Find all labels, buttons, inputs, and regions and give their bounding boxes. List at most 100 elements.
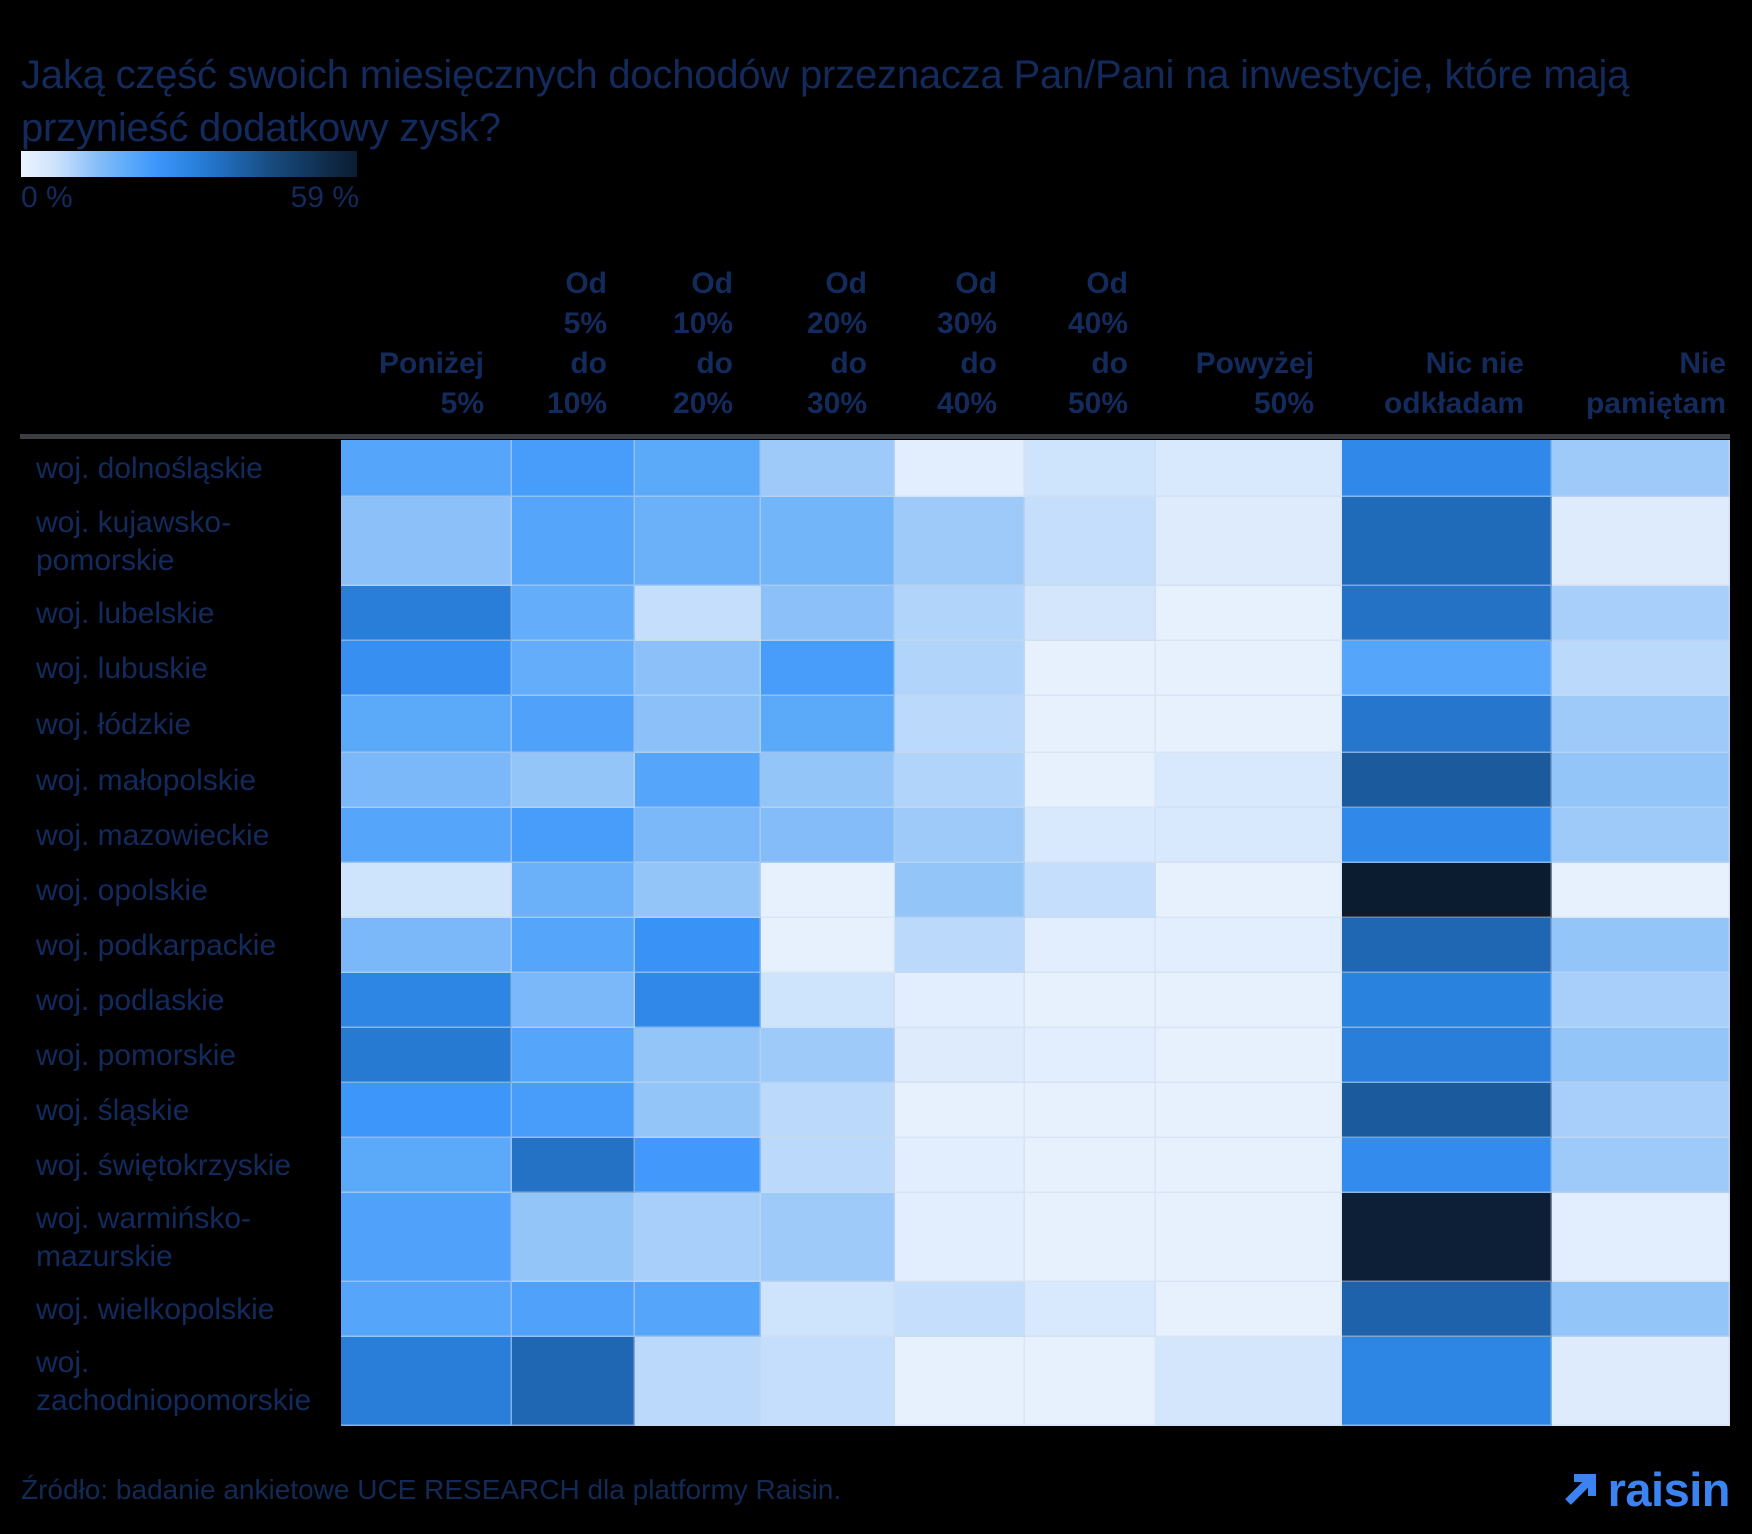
heatmap-cell[interactable] [1025,1028,1156,1083]
heatmap-cell[interactable] [1025,808,1156,863]
heatmap-cell[interactable] [341,753,512,808]
heatmap-cell[interactable] [1342,497,1552,586]
heatmap-cell[interactable] [1025,863,1156,918]
heatmap-cell[interactable] [1025,1138,1156,1193]
heatmap-cell[interactable] [512,1193,635,1282]
heatmap-cell[interactable] [1156,440,1342,497]
heatmap-cell[interactable] [512,586,635,641]
heatmap-cell[interactable] [635,1028,761,1083]
heatmap-cell[interactable] [1156,973,1342,1028]
heatmap-cell[interactable] [761,1337,895,1426]
heatmap-cell[interactable] [1342,440,1552,497]
heatmap-cell[interactable] [1552,973,1730,1028]
heatmap-cell[interactable] [1156,1337,1342,1426]
heatmap-cell[interactable] [512,973,635,1028]
heatmap-cell[interactable] [635,753,761,808]
heatmap-cell[interactable] [341,1337,512,1426]
heatmap-cell[interactable] [512,641,635,696]
heatmap-cell[interactable] [1156,1282,1342,1337]
heatmap-cell[interactable] [1552,1083,1730,1138]
heatmap-cell[interactable] [761,440,895,497]
heatmap-cell[interactable] [1156,696,1342,753]
heatmap-cell[interactable] [761,918,895,973]
heatmap-cell[interactable] [1156,497,1342,586]
heatmap-cell[interactable] [635,808,761,863]
heatmap-cell[interactable] [1156,863,1342,918]
heatmap-cell[interactable] [1552,1193,1730,1282]
heatmap-cell[interactable] [1156,1138,1342,1193]
heatmap-cell[interactable] [1552,1028,1730,1083]
heatmap-cell[interactable] [761,1138,895,1193]
heatmap-cell[interactable] [1552,586,1730,641]
heatmap-cell[interactable] [895,696,1025,753]
heatmap-cell[interactable] [895,586,1025,641]
heatmap-cell[interactable] [761,1282,895,1337]
heatmap-cell[interactable] [1025,918,1156,973]
heatmap-cell[interactable] [1342,1138,1552,1193]
heatmap-cell[interactable] [761,753,895,808]
heatmap-cell[interactable] [1025,1282,1156,1337]
heatmap-cell[interactable] [635,696,761,753]
heatmap-cell[interactable] [341,641,512,696]
heatmap-cell[interactable] [341,1028,512,1083]
heatmap-cell[interactable] [341,1083,512,1138]
heatmap-cell[interactable] [895,1193,1025,1282]
heatmap-cell[interactable] [1552,497,1730,586]
heatmap-cell[interactable] [761,586,895,641]
heatmap-cell[interactable] [341,1138,512,1193]
heatmap-cell[interactable] [895,641,1025,696]
heatmap-cell[interactable] [761,808,895,863]
heatmap-cell[interactable] [895,497,1025,586]
heatmap-cell[interactable] [341,918,512,973]
heatmap-cell[interactable] [895,973,1025,1028]
heatmap-cell[interactable] [761,497,895,586]
heatmap-cell[interactable] [635,1193,761,1282]
heatmap-cell[interactable] [512,863,635,918]
heatmap-cell[interactable] [1342,1282,1552,1337]
heatmap-cell[interactable] [512,808,635,863]
heatmap-cell[interactable] [635,586,761,641]
heatmap-cell[interactable] [341,1193,512,1282]
heatmap-cell[interactable] [895,1028,1025,1083]
heatmap-cell[interactable] [341,973,512,1028]
heatmap-cell[interactable] [1156,918,1342,973]
heatmap-cell[interactable] [1156,1028,1342,1083]
heatmap-cell[interactable] [1025,586,1156,641]
heatmap-cell[interactable] [895,1337,1025,1426]
heatmap-cell[interactable] [341,696,512,753]
heatmap-cell[interactable] [1025,1337,1156,1426]
heatmap-cell[interactable] [1156,586,1342,641]
heatmap-cell[interactable] [341,1282,512,1337]
heatmap-cell[interactable] [635,973,761,1028]
heatmap-cell[interactable] [635,918,761,973]
heatmap-cell[interactable] [635,641,761,696]
heatmap-cell[interactable] [1552,753,1730,808]
heatmap-cell[interactable] [512,918,635,973]
heatmap-cell[interactable] [1552,641,1730,696]
heatmap-cell[interactable] [1156,641,1342,696]
heatmap-cell[interactable] [635,497,761,586]
heatmap-cell[interactable] [341,497,512,586]
heatmap-cell[interactable] [1342,753,1552,808]
heatmap-cell[interactable] [341,440,512,497]
heatmap-cell[interactable] [1342,1337,1552,1426]
heatmap-cell[interactable] [1552,1138,1730,1193]
heatmap-cell[interactable] [895,918,1025,973]
heatmap-cell[interactable] [512,1083,635,1138]
heatmap-cell[interactable] [1552,918,1730,973]
heatmap-cell[interactable] [512,497,635,586]
heatmap-cell[interactable] [512,1028,635,1083]
heatmap-cell[interactable] [341,586,512,641]
heatmap-cell[interactable] [635,1138,761,1193]
heatmap-cell[interactable] [1552,863,1730,918]
heatmap-cell[interactable] [1552,1282,1730,1337]
heatmap-cell[interactable] [1342,1193,1552,1282]
heatmap-cell[interactable] [1552,440,1730,497]
heatmap-cell[interactable] [635,1083,761,1138]
heatmap-cell[interactable] [1552,1337,1730,1426]
heatmap-cell[interactable] [761,641,895,696]
heatmap-cell[interactable] [1342,641,1552,696]
heatmap-cell[interactable] [635,1282,761,1337]
heatmap-cell[interactable] [1025,1083,1156,1138]
heatmap-cell[interactable] [895,440,1025,497]
